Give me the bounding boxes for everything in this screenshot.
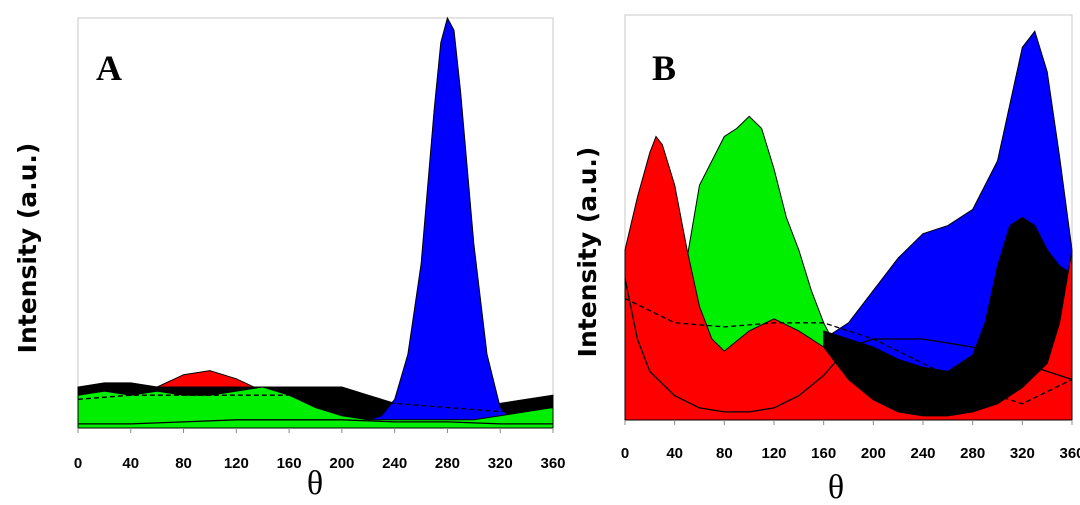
panel-b-y-axis-label: Intensity (a.u.) — [573, 147, 602, 358]
panel-a-y-axis-label: Intensity (a.u.) — [13, 143, 42, 354]
panel-a-x-tick-label: 160 — [277, 455, 302, 472]
panel-b-x-axis-label: θ — [828, 469, 844, 505]
panel-a-x-tick-label: 0 — [74, 455, 82, 472]
panel-b-x-tick-label: 320 — [1010, 445, 1035, 462]
panel-b-x-tick-label: 280 — [960, 445, 985, 462]
panel-b-x-tick-label: 160 — [811, 445, 836, 462]
panel-a-x-tick-label: 240 — [382, 455, 407, 472]
panel-b-x-tick-label: 80 — [716, 445, 733, 462]
panel-a-label: A — [96, 48, 122, 88]
panel-a-x-tick-label: 40 — [122, 455, 139, 472]
panel-a-series-5-line — [78, 419, 553, 425]
panel-b-x-tick-label: 200 — [861, 445, 886, 462]
panel-b-x-tick-label: 40 — [666, 445, 683, 462]
panel-b: 0 40 80 120 160 200 240 280 320 360 B Intensity (… — [573, 14, 1080, 505]
panel-a-x-tick-label: 320 — [488, 455, 513, 472]
panel-b-x-tick-label: 0 — [621, 445, 629, 462]
panel-b-series — [624, 30, 1073, 421]
panel-b-series-2-area — [823, 216, 1073, 421]
panel-a: 0 40 80 120 160 200 240 280 320 360 A Intensity (… — [13, 16, 566, 502]
panel-b-label: B — [652, 48, 676, 88]
panel-b-series-3-area — [624, 135, 1073, 421]
panel-b-x-tick-label: 240 — [910, 445, 935, 462]
panel-a-x-tick-label: 120 — [224, 455, 249, 472]
panel-b-series-5-line — [624, 278, 1073, 413]
panel-b-series-4-line — [624, 297, 1073, 405]
panel-a-series-3-area — [77, 386, 554, 429]
panel-a-series-4-line — [77, 394, 554, 413]
panel-a-series — [77, 16, 554, 429]
panel-a-x-tick-label: 280 — [435, 455, 460, 472]
panel-a-x-tick-label: 200 — [329, 455, 354, 472]
panel-a-x-ticks: 0 40 80 120 160 200 240 280 320 360 — [74, 428, 566, 472]
panel-a-x-tick-label: 360 — [540, 455, 565, 472]
panel-b-x-ticks: 0 40 80 120 160 200 240 280 320 360 — [621, 420, 1080, 462]
panel-b-x-tick-label: 120 — [761, 445, 786, 462]
panel-a-x-axis-label: θ — [307, 465, 323, 502]
panel-b-x-tick-label: 360 — [1059, 445, 1080, 462]
panel-a-x-tick-label: 80 — [175, 455, 192, 472]
